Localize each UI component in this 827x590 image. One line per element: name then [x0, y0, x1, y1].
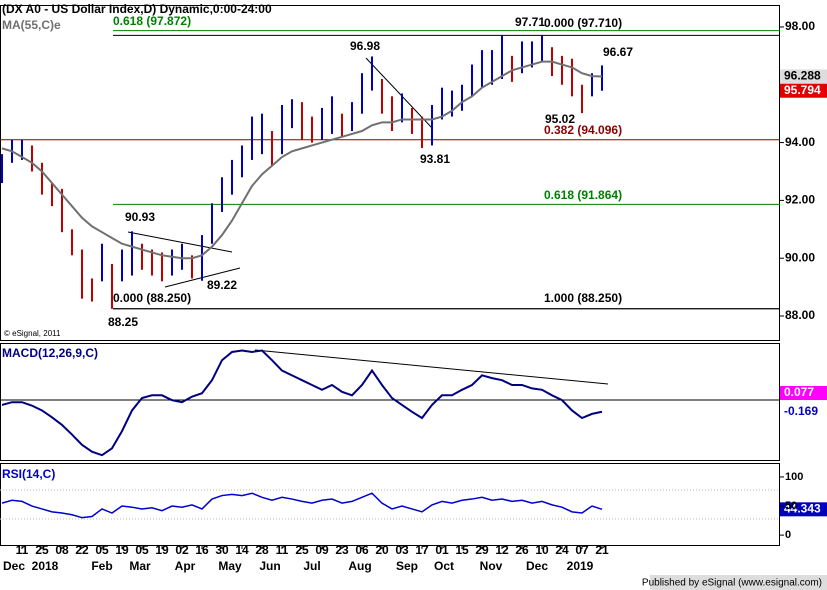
footer-box: [650, 575, 827, 590]
month-label: Sep: [396, 559, 418, 573]
ma-title: MA(55,C)e: [2, 18, 61, 32]
x-tick-label: 12: [495, 543, 509, 557]
fib-label: 1.000 (88.250): [544, 291, 622, 305]
x-tick-label: 05: [95, 543, 109, 557]
macd-hist-last: 0.077: [784, 385, 814, 399]
x-tick-label: 15: [455, 543, 469, 557]
price-annotation: 95.02: [545, 112, 575, 126]
month-label: Mar: [129, 559, 151, 573]
month-label: Aug: [348, 559, 371, 573]
price-panel: [0, 5, 780, 341]
macd-last: -0.169: [784, 404, 818, 418]
x-tick-label: 11: [16, 543, 29, 557]
close-last-box: [780, 83, 827, 98]
fib-label: 0.382 (94.096): [544, 123, 622, 137]
month-label: Dec: [3, 559, 25, 573]
x-tick-label: 30: [215, 543, 229, 557]
rsi-line: [1, 492, 603, 519]
macd-last-box: [780, 404, 827, 419]
macd-trendline: [254, 349, 609, 385]
x-tick-label: 03: [395, 543, 409, 557]
x-tick-label: 08: [55, 543, 69, 557]
price-annotation: 90.93: [125, 210, 155, 224]
rsi-panel: [0, 463, 780, 546]
x-tick-label: 05: [135, 543, 149, 557]
chart-title: (DX A0 - US Dollar Index,D) Dynamic,0:00…: [2, 2, 272, 16]
ma-line: [1, 60, 603, 260]
month-label: Jul: [303, 559, 320, 573]
price-annotation: 97.71: [515, 15, 545, 29]
rsi-last-box: [780, 502, 827, 517]
rsi-tick-label: 0: [785, 529, 791, 541]
x-tick-label: 19: [115, 543, 129, 557]
x-tick-label: 23: [335, 543, 349, 557]
ma-last: 96.288: [784, 69, 821, 83]
x-tick-label: 09: [315, 543, 329, 557]
layer: 98.00 94.00 92.00 90.00 88.00 0.618 (97.872) 0…: [0, 14, 827, 573]
macd-line: [1, 349, 603, 457]
x-tick-label: 11: [276, 543, 289, 557]
x-tick-label: 20: [375, 543, 389, 557]
x-tick-label: 29: [475, 543, 489, 557]
rsi-tick-label: 100: [785, 471, 803, 483]
macd-hist-last-box: [780, 386, 827, 400]
price-annotation: 96.98: [350, 39, 380, 53]
y-tick-label: 92.00: [785, 193, 815, 207]
x-tick-label: 26: [515, 543, 529, 557]
month-label: 2019: [567, 559, 594, 573]
price-annotation: 96.67: [603, 45, 633, 59]
y-tick-label: 94.00: [785, 135, 815, 149]
ma-last-box: [780, 69, 827, 84]
month-label: May: [218, 559, 242, 573]
month-label: Nov: [480, 559, 503, 573]
trendline: [365, 57, 433, 129]
price-annotation: 88.25: [108, 315, 138, 329]
y-tick-label: 98.00: [785, 19, 815, 33]
footer: Published by eSignal (www.esignal.com): [642, 578, 822, 589]
copyright: © eSignal, 2011: [4, 329, 61, 338]
x-tick-label: 14: [235, 543, 249, 557]
month-label: 2018: [32, 559, 59, 573]
x-tick-label: 22: [75, 543, 89, 557]
price-annotation: 89.22: [207, 278, 237, 292]
x-tick-label: 28: [255, 543, 269, 557]
x-tick-label: 19: [155, 543, 169, 557]
x-tick-label: 25: [35, 543, 49, 557]
month-label: Oct: [434, 559, 454, 573]
x-tick-label: 24: [555, 543, 569, 557]
rsi-last: 44.343: [784, 501, 821, 515]
rsi-title: RSI(14,C): [2, 467, 55, 481]
x-tick-label: 16: [195, 543, 209, 557]
x-tick-label: 02: [175, 543, 189, 557]
y-tick-label: 90.00: [785, 250, 815, 264]
x-tick-label: 07: [575, 543, 589, 557]
x-tick-label: 10: [535, 543, 549, 557]
x-tick-label: 17: [415, 543, 429, 557]
x-tick-label: 01: [435, 543, 449, 557]
fib-label: 0.000 (97.710): [544, 16, 622, 30]
x-tick-label: 25: [295, 543, 309, 557]
month-label: Feb: [91, 559, 112, 573]
month-label: Dec: [526, 559, 548, 573]
macd-title: MACD(12,26,9,C): [2, 346, 98, 360]
trendline: [127, 231, 233, 253]
y-tick-label: 88.00: [785, 308, 815, 322]
month-label: Jun: [259, 559, 280, 573]
rsi-tick-label: 50: [785, 500, 797, 512]
month-label: Apr: [175, 559, 196, 573]
fib-label: 0.618 (97.872): [113, 14, 191, 28]
fib-label: 0.618 (91.864): [544, 188, 622, 202]
fib-label: 0.000 (88.250): [113, 291, 191, 305]
close-last: 95.794: [784, 83, 821, 97]
price-annotation: 93.81: [420, 152, 450, 166]
macd-panel: [0, 343, 780, 461]
x-tick-label: 21: [595, 543, 609, 557]
x-tick-label: 06: [355, 543, 369, 557]
